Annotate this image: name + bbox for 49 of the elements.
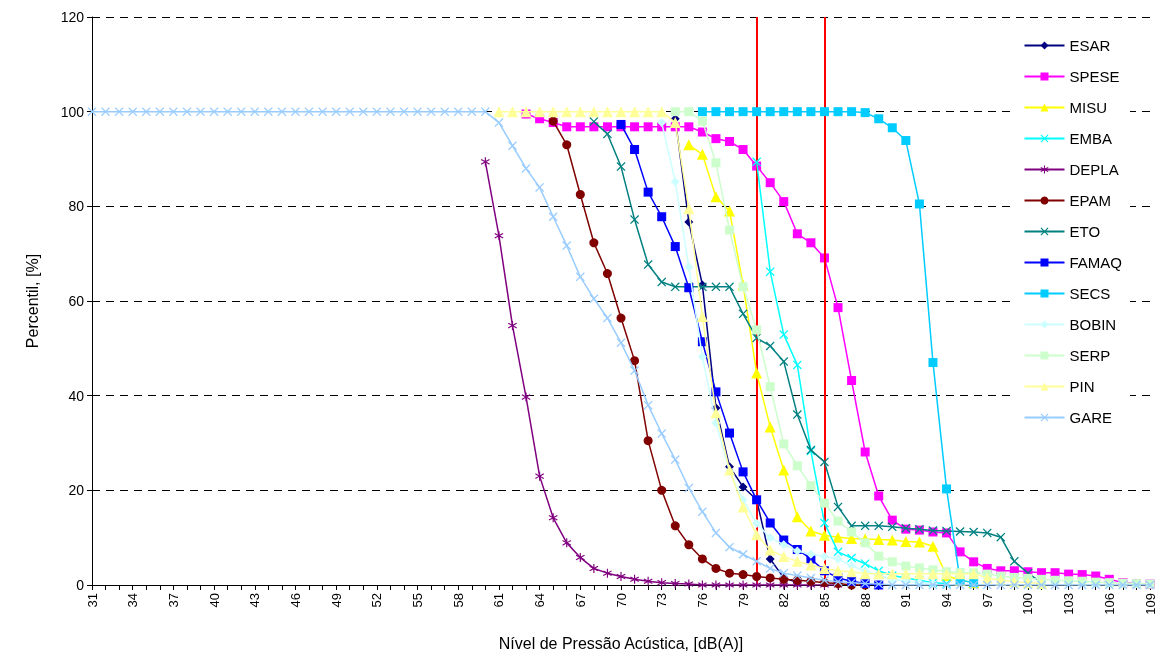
- y-tick-label: 0: [76, 577, 85, 593]
- x-tick-label: 103: [1061, 593, 1077, 615]
- x-tick-label: 64: [532, 593, 548, 608]
- x-tick-label: 85: [816, 593, 832, 608]
- x-tick-label: 67: [572, 593, 588, 608]
- x-tick-label: 79: [735, 593, 751, 608]
- x-tick-label: 37: [165, 593, 181, 608]
- y-tick-label: 60: [68, 293, 85, 309]
- legend-label: SECS: [1069, 285, 1111, 302]
- x-tick-label: 52: [369, 593, 385, 608]
- y-tick-label: 40: [68, 387, 85, 404]
- x-tick-label: 43: [247, 593, 263, 608]
- legend-label: DEPLA: [1069, 161, 1119, 178]
- x-tick-label: 31: [84, 593, 100, 608]
- x-tick-label: 100: [1020, 593, 1036, 615]
- legend-label: EPAM: [1069, 192, 1111, 209]
- legend-label: ESAR: [1069, 37, 1111, 54]
- x-tick-label: 46: [287, 593, 303, 608]
- x-tick-label: 88: [857, 593, 873, 608]
- legend-label: GARE: [1069, 409, 1113, 426]
- legend-label: PIN: [1069, 378, 1095, 395]
- y-axis-title: Percentil, [%]: [23, 253, 41, 349]
- y-tick-label: 120: [60, 9, 85, 25]
- x-tick-label: 82: [776, 593, 792, 608]
- legend-label: SPESE: [1069, 68, 1120, 85]
- legend-label: EMBA: [1069, 130, 1113, 147]
- legend-label: FAMAQ: [1069, 254, 1123, 271]
- x-tick-label: 106: [1101, 593, 1117, 615]
- x-tick-label: 91: [898, 593, 914, 608]
- legend-label: MISU: [1069, 99, 1107, 116]
- y-tick-label: 100: [60, 103, 85, 120]
- x-tick-label: 73: [654, 593, 670, 608]
- x-tick-label: 49: [328, 593, 344, 608]
- x-tick-label: 70: [613, 593, 629, 608]
- x-tick-label: 109: [1142, 593, 1158, 615]
- x-tick-label: 58: [450, 593, 466, 608]
- x-axis-title: Nível de Pressão Acústica, [dB(A)]: [498, 634, 744, 652]
- legend-label: BOBIN: [1069, 316, 1117, 333]
- legend-label: ETO: [1069, 223, 1101, 240]
- x-tick-label: 61: [491, 593, 507, 608]
- x-tick-label: 76: [694, 593, 710, 608]
- x-tick-label: 55: [410, 593, 426, 608]
- x-tick-label: 40: [206, 593, 222, 608]
- y-tick-label: 80: [68, 198, 85, 215]
- y-tick-label: 20: [68, 482, 85, 499]
- x-tick-label: 34: [125, 593, 141, 608]
- legend-label: SERP: [1069, 347, 1111, 364]
- x-tick-label: 94: [939, 593, 955, 608]
- x-tick-label: 97: [979, 593, 995, 608]
